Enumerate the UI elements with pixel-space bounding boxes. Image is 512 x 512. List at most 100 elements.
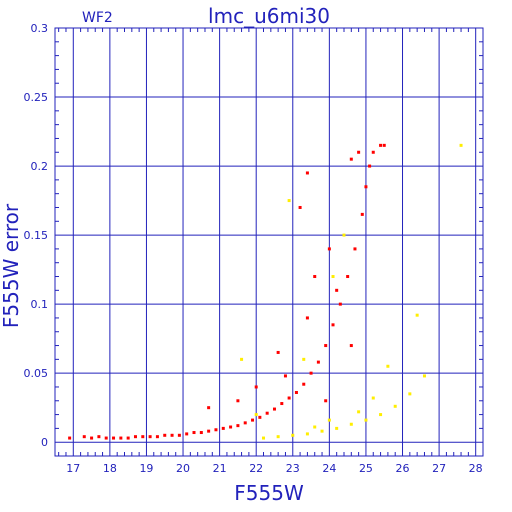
data-point xyxy=(368,164,372,168)
data-point xyxy=(327,247,331,251)
data-point xyxy=(422,374,426,378)
data-point xyxy=(324,344,328,348)
data-point xyxy=(185,432,189,436)
data-point xyxy=(265,411,269,415)
data-point xyxy=(316,360,320,364)
data-point xyxy=(243,421,247,425)
data-point xyxy=(302,382,306,386)
y-tick-label: 0.2 xyxy=(31,160,49,173)
y-tick-label: 0.25 xyxy=(24,91,49,104)
data-point xyxy=(346,275,350,279)
data-point xyxy=(276,350,280,354)
data-point xyxy=(221,426,225,430)
data-point xyxy=(68,436,72,440)
data-point xyxy=(338,302,342,306)
data-point xyxy=(287,396,291,400)
data-point xyxy=(192,431,196,435)
data-point xyxy=(148,435,152,439)
data-point xyxy=(133,435,137,439)
data-point xyxy=(324,399,328,403)
data-point xyxy=(371,150,375,154)
data-point xyxy=(291,433,295,437)
data-point xyxy=(331,323,335,327)
data-point xyxy=(349,157,353,161)
data-point xyxy=(294,390,298,394)
data-point xyxy=(283,374,287,378)
data-point xyxy=(360,212,364,216)
data-point xyxy=(119,436,123,440)
data-point xyxy=(240,357,244,361)
data-point xyxy=(177,433,181,437)
data-point xyxy=(357,150,361,154)
data-point xyxy=(214,428,218,432)
data-point xyxy=(459,143,463,147)
data-point xyxy=(251,418,255,422)
data-point xyxy=(320,429,324,433)
data-point xyxy=(313,425,317,429)
x-tick-labels: 17 18 19 20 21 22 23 24 25 26 27 28 xyxy=(66,462,482,475)
data-point xyxy=(309,371,313,375)
data-point xyxy=(382,143,386,147)
y-tick-label: 0 xyxy=(41,436,48,449)
y-axis-label: F555W error xyxy=(0,203,23,328)
data-point xyxy=(357,410,361,414)
data-point xyxy=(379,143,383,147)
x-tick-label: 25 xyxy=(359,462,373,475)
x-tick-label: 28 xyxy=(469,462,483,475)
x-tick-label: 23 xyxy=(286,462,300,475)
data-point xyxy=(342,233,346,237)
data-point xyxy=(393,404,397,408)
data-point xyxy=(236,399,240,403)
data-point xyxy=(353,247,357,251)
data-point xyxy=(327,418,331,422)
data-point xyxy=(305,171,309,175)
x-tick-label: 26 xyxy=(396,462,410,475)
data-point xyxy=(104,436,108,440)
data-point xyxy=(287,199,291,203)
x-tick-label: 22 xyxy=(249,462,263,475)
y-tick-label: 0.3 xyxy=(31,22,49,35)
series-1 xyxy=(240,143,463,440)
x-tick-label: 20 xyxy=(176,462,190,475)
data-point xyxy=(272,407,276,411)
chart-subtitle: WF2 xyxy=(82,10,113,26)
data-point xyxy=(335,288,339,292)
data-point xyxy=(371,396,375,400)
x-tick-label: 17 xyxy=(66,462,80,475)
data-point xyxy=(90,436,94,440)
x-tick-label: 24 xyxy=(322,462,336,475)
x-tick-label: 21 xyxy=(213,462,227,475)
data-point xyxy=(349,344,353,348)
y-tick-label: 0.15 xyxy=(24,229,49,242)
y-tick-labels: 0 0.05 0.1 0.15 0.2 0.25 0.3 xyxy=(24,22,49,449)
data-point xyxy=(207,429,211,433)
data-point xyxy=(112,436,116,440)
series-0 xyxy=(68,143,386,440)
data-point xyxy=(305,432,309,436)
x-tick-label: 19 xyxy=(139,462,153,475)
data-point xyxy=(305,316,309,320)
data-point xyxy=(408,392,412,396)
data-point xyxy=(302,357,306,361)
data-point xyxy=(379,413,383,417)
plot-frame xyxy=(54,27,484,457)
data-point xyxy=(262,436,266,440)
x-axis-label: F555W xyxy=(234,481,304,505)
data-point xyxy=(163,433,167,437)
data-point xyxy=(258,415,262,419)
data-point xyxy=(207,406,211,410)
data-point xyxy=(298,205,302,209)
y-tick-label: 0.05 xyxy=(24,367,49,380)
data-point xyxy=(349,422,353,426)
data-points xyxy=(68,143,463,440)
data-point xyxy=(254,385,258,389)
data-point xyxy=(313,275,317,279)
tick-marks xyxy=(55,28,483,456)
data-point xyxy=(236,424,240,428)
data-point xyxy=(280,402,284,406)
data-point xyxy=(415,313,419,317)
y-tick-label: 0.1 xyxy=(31,298,49,311)
data-point xyxy=(364,418,368,422)
data-point xyxy=(386,364,390,368)
